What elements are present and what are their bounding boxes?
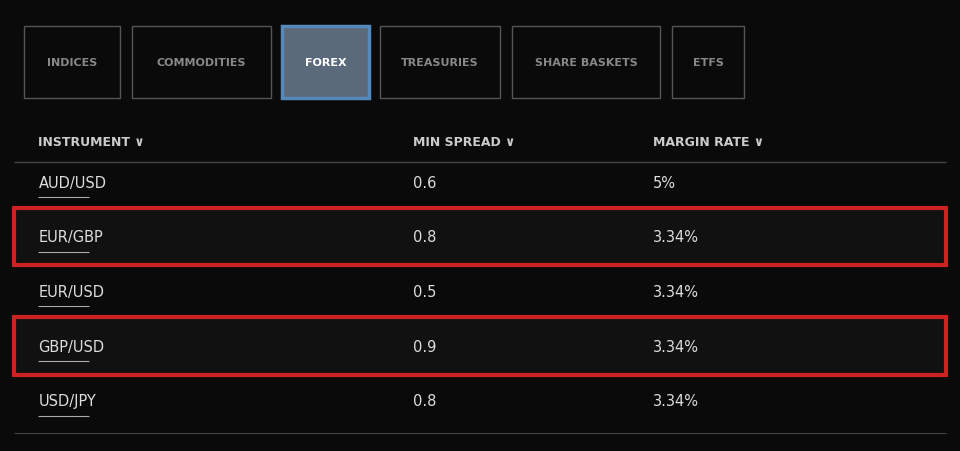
Text: 3.34%: 3.34%: [653, 230, 699, 245]
Text: INSTRUMENT ∨: INSTRUMENT ∨: [38, 136, 145, 148]
Text: INDICES: INDICES: [47, 58, 97, 68]
Text: 3.34%: 3.34%: [653, 284, 699, 299]
Text: EUR/USD: EUR/USD: [38, 284, 105, 299]
Text: MIN SPREAD ∨: MIN SPREAD ∨: [413, 136, 516, 148]
Text: 0.9: 0.9: [413, 339, 436, 354]
FancyBboxPatch shape: [380, 27, 500, 99]
FancyBboxPatch shape: [282, 27, 369, 99]
Text: EUR/GBP: EUR/GBP: [38, 230, 103, 245]
Text: AUD/USD: AUD/USD: [38, 175, 107, 190]
Text: 5%: 5%: [653, 175, 676, 190]
FancyBboxPatch shape: [24, 27, 120, 99]
Text: SHARE BASKETS: SHARE BASKETS: [535, 58, 637, 68]
FancyBboxPatch shape: [132, 27, 271, 99]
Text: 0.6: 0.6: [413, 175, 436, 190]
Text: GBP/USD: GBP/USD: [38, 339, 105, 354]
Text: COMMODITIES: COMMODITIES: [156, 58, 246, 68]
Text: TREASURIES: TREASURIES: [401, 58, 479, 68]
FancyBboxPatch shape: [14, 318, 946, 375]
FancyBboxPatch shape: [512, 27, 660, 99]
Text: 3.34%: 3.34%: [653, 393, 699, 409]
FancyBboxPatch shape: [14, 208, 946, 266]
Text: 0.8: 0.8: [413, 393, 436, 409]
Text: FOREX: FOREX: [304, 58, 347, 68]
Text: 0.8: 0.8: [413, 230, 436, 245]
Text: MARGIN RATE ∨: MARGIN RATE ∨: [653, 136, 764, 148]
Text: 0.5: 0.5: [413, 284, 436, 299]
FancyBboxPatch shape: [672, 27, 744, 99]
Text: ETFS: ETFS: [692, 58, 724, 68]
Text: USD/JPY: USD/JPY: [38, 393, 96, 409]
Text: 3.34%: 3.34%: [653, 339, 699, 354]
